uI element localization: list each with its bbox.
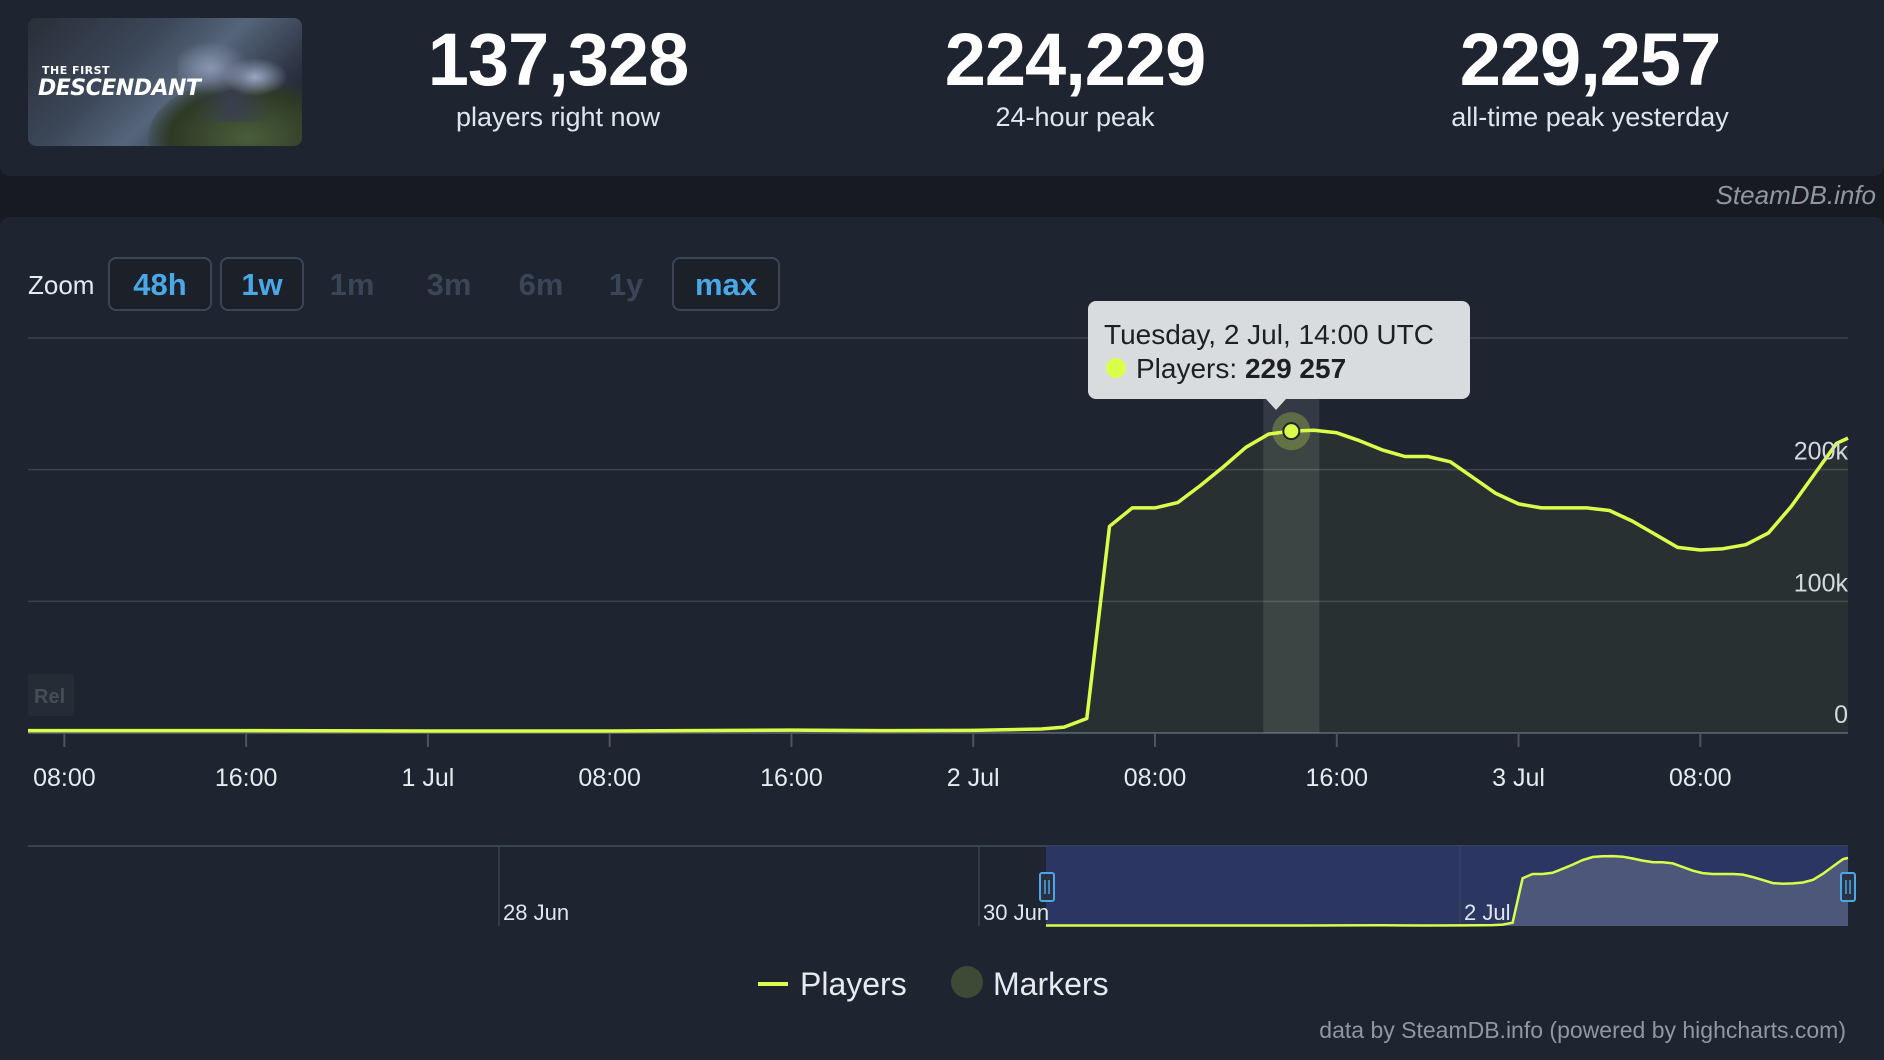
stat-value: 224,229 [944,18,1207,101]
x-tick-label: 08:00 [33,764,96,792]
tooltip-date: Tuesday, 2 Jul, 14:00 UTC [1104,319,1434,350]
stat-label: players right now [455,102,661,132]
zoom-1w-button[interactable]: 1w [220,257,304,311]
game-banner-image[interactable]: THE FIRST DESCENDANT [28,18,302,146]
navigator-area [1046,856,1848,926]
tooltip-value: 229 257 [1245,353,1346,384]
navigator[interactable]: 28 Jun 30 Jun 2 Jul [28,845,1856,927]
stat-value: 229,257 [1459,18,1722,101]
navigator-line [1046,854,1849,927]
legend-item-markers[interactable]: Markers [951,966,1109,1002]
tooltip: Tuesday, 2 Jul, 14:00 UTC Players: 229 2… [1088,301,1470,410]
rel-label: Rel [34,686,65,708]
players-area [28,430,1848,733]
x-tick-label: 1 Jul [401,764,454,792]
navigator-label-2jul: 2 Jul [1464,900,1510,925]
zoom-label: Zoom [28,270,95,300]
stat-label: all-time peak yesterday [1451,102,1729,132]
legend-markers-label: Markers [993,966,1109,1002]
stats-header: THE FIRST DESCENDANT 137,328 players rig… [0,0,1884,176]
x-axis: 08:00 16:00 1 Jul 08:00 16:00 2 Jul 08:00 16:00… [33,733,1732,792]
zoom-1y-button[interactable]: 1y [608,267,644,302]
zoom-3m-button[interactable]: 3m [426,267,472,302]
steamdb-brand: SteamDB.info [1715,180,1876,210]
stat-all-time-peak: 229,257 all-time peak yesterday [1380,18,1800,132]
rel-button[interactable]: Rel [28,674,74,716]
navigator-handle-left[interactable] [1039,872,1055,902]
y-tick-label: 100k [1794,569,1849,597]
x-tick-label: 16:00 [1305,764,1368,792]
game-logo: DESCENDANT [38,76,201,101]
legend-players-label: Players [800,966,907,1002]
y-gridlines [28,337,1848,734]
legend: Players Markers [758,966,1109,1002]
x-tick-label: 08:00 [1669,764,1732,792]
footer-credit[interactable]: data by SteamDB.info (powered by highcha… [1319,1017,1846,1043]
banner-characters [178,32,288,122]
tooltip-series-name: Players: [1136,353,1245,384]
zoom-48h-button[interactable]: 48h [108,257,212,311]
navigator-handle-right[interactable] [1840,872,1856,902]
zoom-max-button[interactable]: max [672,257,780,311]
stat-label: 24-hour peak [995,102,1155,132]
legend-marker-symbol [951,966,983,998]
hover-marker[interactable] [1282,422,1301,441]
tooltip-series-dot [1106,358,1126,378]
stat-players-now: 137,328 players right now [348,18,768,132]
x-tick-label: 08:00 [578,764,641,792]
y-tick-label: 0 [1834,701,1848,729]
x-tick-label: 16:00 [215,764,278,792]
zoom-6m-button[interactable]: 6m [518,267,564,302]
stat-value: 137,328 [427,18,690,101]
game-logo-small: THE FIRST [42,64,111,77]
x-tick-label: 3 Jul [1492,764,1545,792]
x-tick-label: 16:00 [760,764,823,792]
y-axis: 0 100k 200k [1794,438,1849,729]
navigator-label-30jun: 30 Jun [983,900,1049,925]
zoom-1m-button[interactable]: 1m [329,267,375,302]
players-line[interactable] [28,428,1849,733]
y-tick-label: 200k [1794,438,1849,466]
navigator-selection[interactable] [1046,846,1848,926]
x-tick-label: 08:00 [1124,764,1187,792]
tooltip-series-label: Players: 229 257 [1136,353,1346,384]
stat-24h-peak: 224,229 24-hour peak [865,18,1285,132]
legend-item-players[interactable]: Players [758,966,907,1002]
x-tick-label: 2 Jul [947,764,1000,792]
navigator-label-28jun: 28 Jun [503,900,569,925]
